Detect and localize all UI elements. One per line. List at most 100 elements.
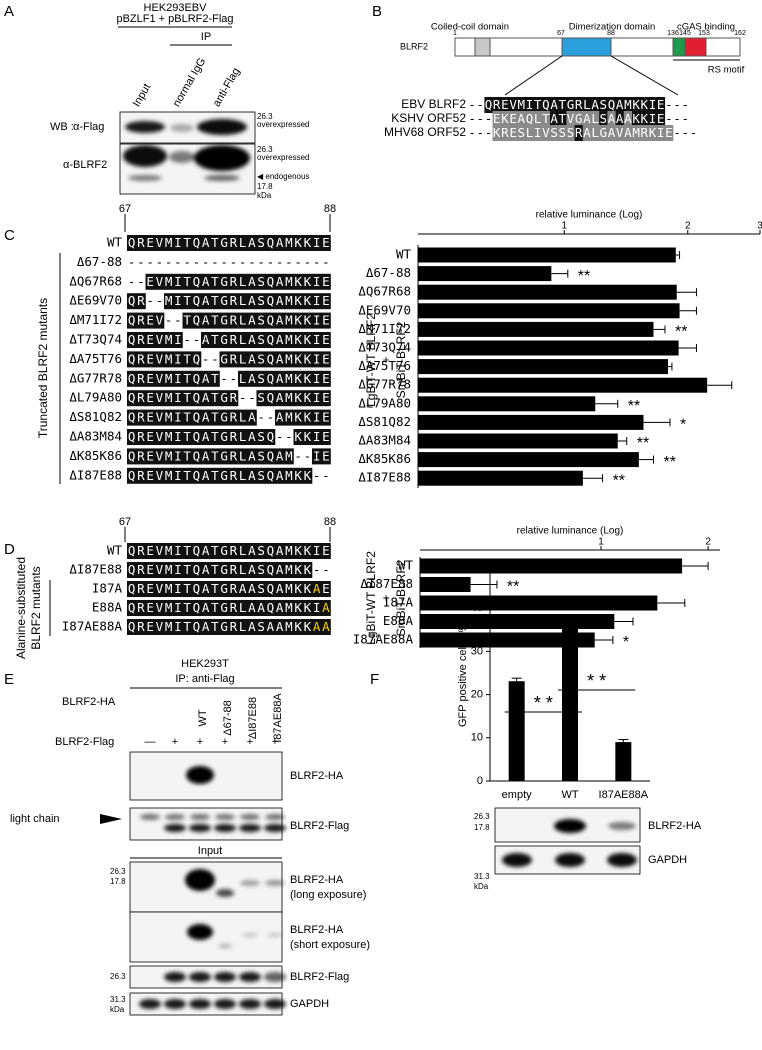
- residue-shade: [615, 125, 625, 141]
- residue-shade: [664, 125, 674, 141]
- residue-shade: [154, 448, 165, 465]
- residue-shade: [321, 409, 331, 426]
- residue-shade: [228, 429, 239, 445]
- residue-shade: [321, 370, 331, 387]
- y-tick-label: 40: [471, 602, 483, 614]
- mutant-label: ΔM71I72: [69, 312, 122, 327]
- residue-shade: [201, 273, 211, 290]
- band: [214, 999, 236, 1009]
- residue-shade: [256, 467, 267, 484]
- residue-shade: [136, 235, 146, 251]
- residue-shade: [302, 370, 313, 387]
- axis-title: relative luminance (Log): [536, 210, 643, 221]
- mutant-label: I87AE88A: [62, 619, 123, 634]
- residue-shade: [238, 562, 248, 578]
- residue-shade: [182, 390, 193, 407]
- mutant-label: I87A: [92, 581, 123, 596]
- residue-shade: [321, 390, 331, 407]
- residue-shade: [173, 619, 183, 635]
- residue-shade: [566, 125, 575, 141]
- residue-shade: [265, 293, 276, 310]
- residue-shade: [182, 293, 193, 310]
- residue-shade: [284, 332, 294, 348]
- bar: [420, 558, 683, 574]
- residue-shade: [201, 390, 211, 407]
- residue-shade: [247, 581, 257, 597]
- y-tick-label: I87AE88A: [353, 632, 414, 647]
- band: [170, 124, 194, 132]
- residue-shade: [136, 293, 146, 310]
- sequence: ---EKEAQLTATVGALSAAAKKIE---: [468, 111, 689, 126]
- band: [187, 924, 213, 940]
- residue-shade: [136, 467, 146, 484]
- residue-shade: [210, 370, 220, 387]
- y-tick-label: ΔQ67R68: [358, 284, 411, 299]
- label: HEK293T: [181, 658, 229, 670]
- residue-shade: [517, 111, 526, 127]
- residue-shade: [293, 562, 304, 578]
- cgas-box: [672, 37, 686, 57]
- label: IP: anti-Flag: [175, 673, 234, 685]
- marker-label: 26.3: [257, 112, 273, 121]
- residue-shade: [509, 97, 518, 113]
- blot-label: BLRF2-HA: [648, 820, 702, 832]
- marker-label: kDa: [110, 1005, 125, 1014]
- residue-shade: [591, 97, 600, 113]
- lane-sign: +: [197, 736, 203, 748]
- residue-shade: [302, 351, 313, 368]
- residue-shade: [127, 351, 137, 368]
- mutant-label: ΔT73Q74: [69, 332, 122, 347]
- residue-shade: [210, 332, 220, 348]
- residue-shade: [182, 409, 193, 426]
- residue-shade: [321, 273, 331, 290]
- residue-shade: [284, 619, 294, 635]
- residue-shade: [238, 467, 248, 484]
- residue-shade: [173, 351, 183, 368]
- band: [123, 145, 167, 167]
- residue-shade: [312, 543, 322, 559]
- residue-shade: [154, 370, 165, 387]
- residue-shade: [256, 332, 267, 348]
- residue-shade: [312, 448, 322, 465]
- residue-shade: [228, 332, 239, 348]
- residue-shade: [312, 351, 322, 368]
- blot-bands: [139, 999, 286, 1009]
- residue-shade: [284, 293, 294, 310]
- residue-shade: [302, 293, 313, 310]
- residue-shade: [219, 409, 230, 426]
- blot-bands: [123, 145, 250, 181]
- residue-shade: [182, 273, 193, 290]
- residue-shade: [256, 370, 267, 387]
- residue-shade: [154, 235, 165, 251]
- residue-shade: [136, 370, 146, 387]
- bar: [418, 452, 639, 468]
- residue-shade: [173, 467, 183, 484]
- residue-shade: [238, 332, 248, 348]
- residue-shade: [228, 235, 239, 251]
- residue-shade: [275, 581, 285, 597]
- y-tick-label: ΔI87E88: [360, 576, 413, 591]
- residue-shade: [136, 332, 146, 348]
- residue-shade: [145, 562, 156, 578]
- residue-shade: [256, 562, 267, 578]
- residue-shade: [201, 581, 211, 597]
- significance: **: [675, 324, 687, 341]
- mutant-label: ΔS81Q82: [69, 409, 122, 424]
- residue-shade: [574, 97, 584, 113]
- residue-shade: [164, 235, 174, 251]
- residue-shade: [164, 332, 174, 348]
- residue-shade: [228, 273, 239, 290]
- residue-shade: [293, 351, 304, 368]
- residue-shade: [265, 467, 276, 484]
- residue-shade: [173, 562, 183, 578]
- residue-shade: [127, 467, 137, 484]
- y-tick-label: 10: [471, 732, 483, 744]
- residue-shade: [154, 581, 165, 597]
- residue-shade: [210, 562, 220, 578]
- sequence: ---KRESLIVSSSRALGAVAMRKIE---: [468, 125, 697, 140]
- residue-shade: [256, 312, 267, 329]
- residue-shade: [550, 125, 559, 141]
